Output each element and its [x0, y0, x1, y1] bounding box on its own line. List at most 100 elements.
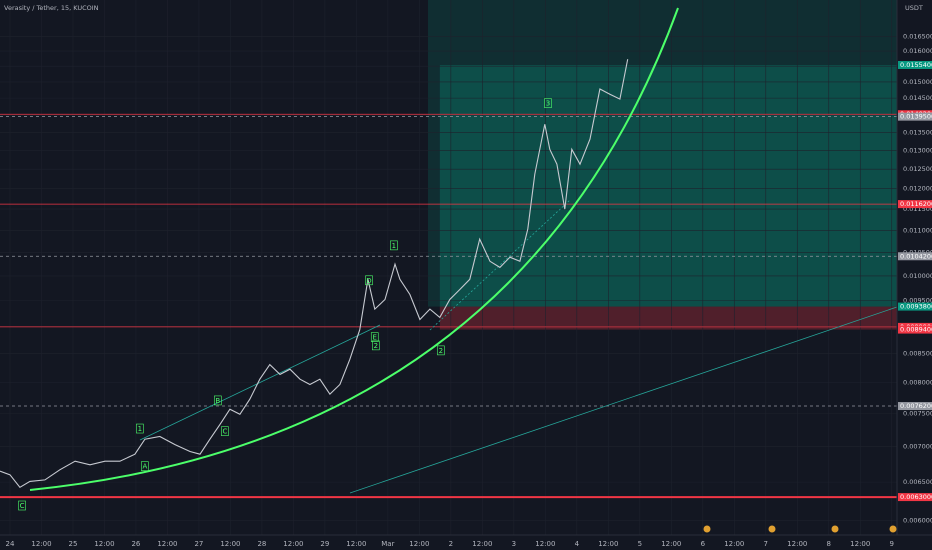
x-tick-label: 12:00 — [724, 540, 744, 548]
price-line — [0, 59, 629, 489]
y-tick-label: 0.01500000 — [903, 78, 932, 86]
x-tick-label: 12:00 — [94, 540, 114, 548]
event-icons — [703, 525, 897, 533]
symbol-title: Verasity / Tether, 15, KUCOIN — [4, 4, 99, 12]
price-label: 0.01162000 — [900, 200, 932, 208]
wave-label-box — [221, 426, 229, 436]
wave-label-box — [370, 332, 379, 342]
wave-label-box — [390, 240, 398, 251]
currency-label[interactable]: USDT — [905, 4, 923, 12]
y-tick-label: 0.00950000 — [903, 297, 932, 305]
y-tick-label: 0.00750000 — [903, 410, 932, 418]
x-tick-label: 5 — [638, 540, 642, 548]
x-tick-label: 26 — [131, 540, 140, 548]
trendline — [139, 324, 381, 441]
wave-label: 3 — [546, 100, 550, 108]
x-tick-label: 12:00 — [220, 540, 240, 548]
x-tick-label: 6 — [701, 540, 706, 548]
wave-label-box — [18, 500, 26, 511]
wave-label-box — [372, 340, 380, 351]
x-tick-label: 12:00 — [787, 540, 807, 548]
wave-label: 2 — [374, 342, 378, 350]
x-tick-label: 12:00 — [661, 540, 681, 548]
x-tick-label: 12:00 — [31, 540, 51, 548]
wave-label-box — [365, 275, 373, 286]
y-tick-label: 0.01600000 — [903, 47, 932, 55]
wave-label: D — [366, 277, 371, 285]
x-tick-label: 24 — [6, 540, 15, 548]
price-label-box — [898, 493, 932, 502]
y-tick-label: 0.01350000 — [903, 128, 932, 136]
x-tick-label: 9 — [890, 540, 894, 548]
x-tick-label: 27 — [194, 540, 203, 548]
y-tick-label: 0.00600000 — [903, 516, 932, 524]
event-icon[interactable] — [768, 525, 776, 533]
x-tick-label: 12:00 — [535, 540, 555, 548]
position-label: 0.01554000 — [900, 61, 932, 69]
wave-label-box — [214, 395, 222, 406]
event-icon[interactable] — [703, 525, 711, 533]
position-label: 0.00894000 — [900, 326, 932, 334]
y-tick-label: 0.00700000 — [903, 443, 932, 451]
position-label-box — [898, 325, 932, 334]
position-label-box — [898, 302, 932, 311]
x-tick-label: 4 — [575, 540, 580, 548]
y-tick-label: 0.01150000 — [903, 205, 932, 213]
trendline — [349, 306, 898, 494]
wave-label: E — [373, 334, 377, 342]
x-tick-label: 12:00 — [598, 540, 618, 548]
x-tick-label: 12:00 — [409, 540, 429, 548]
y-tick-label: 0.01650000 — [903, 32, 932, 40]
x-tick-label: 12:00 — [850, 540, 870, 548]
x-tick-label: 12:00 — [283, 540, 303, 548]
x-tick-label: 12:00 — [157, 540, 177, 548]
y-tick-label: 0.01450000 — [903, 94, 932, 102]
loss-zone — [439, 306, 897, 330]
y-tick-label: 0.00850000 — [903, 350, 932, 358]
y-tick-label: 0.01000000 — [903, 272, 932, 280]
x-tick-label: 2 — [449, 540, 453, 548]
x-tick-label: 8 — [827, 540, 831, 548]
wave-label: 1 — [138, 425, 142, 433]
price-label: 0.01042000 — [900, 252, 932, 260]
price-label: 0.00762000 — [900, 402, 932, 410]
x-tick-label: 29 — [320, 540, 329, 548]
x-tick-label: 12:00 — [346, 540, 366, 548]
wave-label: A — [142, 463, 147, 471]
x-tick-label: 28 — [257, 540, 266, 548]
position-label-box — [898, 60, 932, 69]
y-tick-label: 0.01200000 — [903, 185, 932, 193]
x-tick-label: 3 — [512, 540, 516, 548]
price-axis — [897, 0, 932, 550]
y-tick-label: 0.00650000 — [903, 478, 932, 486]
y-tick-label: 0.00800000 — [903, 379, 932, 387]
wave-label-box — [437, 345, 445, 356]
y-tick-label: 0.01100000 — [903, 226, 932, 234]
event-icon[interactable] — [831, 525, 839, 533]
y-tick-label: 0.01300000 — [903, 146, 932, 154]
x-tick-label: 7 — [764, 540, 768, 548]
price-label-box — [898, 200, 932, 209]
price-label: 0.01395000 — [900, 113, 932, 121]
wave-label: C — [20, 502, 25, 510]
parabolic-curve — [29, 7, 679, 491]
position-label: 0.00938000 — [900, 303, 932, 311]
x-tick-label: 25 — [68, 540, 77, 548]
wave-label: C — [222, 428, 227, 436]
wave-label-box — [544, 98, 552, 108]
wave-label: B — [215, 397, 220, 405]
price-label-box — [898, 402, 932, 411]
x-tick-label: Mar — [381, 540, 394, 548]
y-tick-label: 0.01250000 — [903, 165, 932, 173]
price-label: 0.00630000 — [900, 493, 932, 501]
x-tick-label: 12:00 — [472, 540, 492, 548]
price-label-box — [898, 252, 932, 261]
wave-label: 1 — [392, 242, 396, 250]
wave-label: 2 — [439, 347, 443, 355]
wave-label-box — [136, 423, 144, 434]
profit-zone — [439, 64, 897, 307]
price-label-box — [898, 112, 932, 121]
event-icon[interactable] — [889, 525, 897, 533]
